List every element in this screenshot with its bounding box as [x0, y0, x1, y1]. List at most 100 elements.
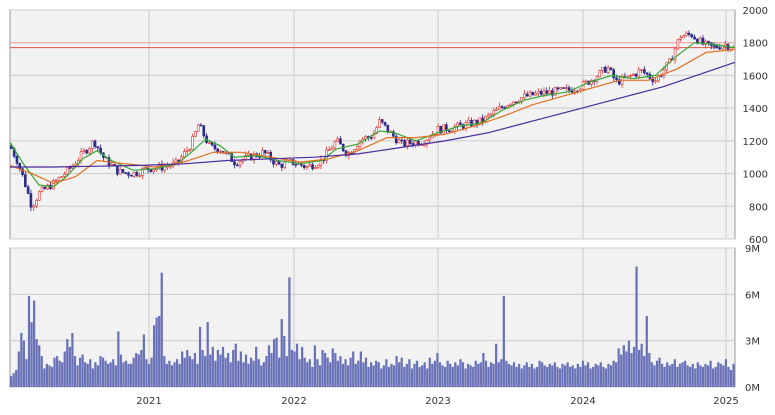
candle-body [447, 130, 451, 132]
volume-bar [38, 345, 41, 387]
volume-bar [668, 365, 671, 387]
candle-body [216, 148, 220, 153]
candle-body [601, 66, 604, 71]
volume-bar [694, 368, 697, 387]
volume-bar [433, 360, 437, 387]
volume-bar [520, 368, 523, 387]
volume-bar [216, 349, 220, 387]
volume-bar [581, 360, 585, 387]
volume-bar [260, 365, 263, 387]
volume-bar [472, 366, 475, 387]
volume-bar [410, 368, 414, 387]
candle-body [46, 184, 49, 190]
volume-bar [132, 357, 135, 387]
candle-body [712, 45, 716, 47]
candle-body [548, 90, 551, 94]
volume-bar [612, 360, 615, 387]
volume-bar [10, 376, 13, 387]
candle-body [291, 159, 295, 165]
volume-bar [377, 362, 380, 387]
volume-bar [722, 365, 725, 387]
volume-bar [403, 366, 406, 387]
volume-bar [558, 368, 562, 387]
volume-bar [196, 363, 199, 387]
candle-body [26, 186, 30, 194]
volume-bar [32, 300, 36, 387]
volume-bar [390, 363, 393, 387]
volume-bar [155, 317, 158, 387]
volume-bar [35, 339, 38, 387]
candle-body [534, 92, 537, 96]
volume-bar [214, 360, 217, 387]
price-y-tick-label: 1600 [743, 71, 768, 82]
volume-bar [301, 346, 304, 387]
volume-bar [359, 351, 362, 387]
candle-body [65, 167, 69, 175]
volume-bar [398, 362, 401, 387]
candle-body [584, 80, 588, 83]
volume-bar [372, 365, 375, 387]
volume-bar [242, 362, 245, 387]
candle-body [40, 186, 44, 192]
volume-bar [339, 356, 342, 387]
candle-body [523, 93, 526, 98]
volume-bar [221, 346, 225, 387]
candle-body [316, 165, 320, 168]
candle-body [308, 164, 312, 167]
candle-body [269, 152, 273, 161]
candle-body [662, 69, 666, 77]
volume-bar [30, 322, 33, 387]
x-tick-label: 2022 [281, 396, 306, 407]
volume-bar [107, 363, 110, 387]
volume-bar [288, 277, 291, 387]
candle-body [551, 90, 554, 96]
volume-bar [676, 366, 679, 387]
candle-body [29, 193, 33, 208]
volume-bar [244, 354, 248, 387]
volume-bar [188, 356, 191, 387]
volume-bar [441, 365, 444, 387]
volume-bar [183, 357, 186, 387]
volume-bar [321, 349, 324, 387]
candle-body [609, 67, 613, 71]
volume-bar [367, 366, 370, 387]
volume-bar [699, 365, 702, 387]
volume-bar [543, 365, 546, 387]
volume-bar [306, 362, 309, 387]
volume-bar [122, 362, 125, 387]
volume-y-tick-label: 6M [745, 290, 760, 301]
volume-bar [428, 357, 431, 387]
candle-body [21, 168, 24, 176]
volume-bar [22, 340, 26, 387]
volume-bar [706, 365, 710, 387]
volume-bar [653, 365, 656, 387]
price-reference-lines [10, 42, 735, 49]
candle-body [90, 140, 94, 149]
candle-body [679, 37, 682, 40]
volume-y-tick-label: 3M [745, 337, 760, 348]
volume-bar [262, 362, 265, 387]
candle-body [196, 124, 200, 132]
candle-body [339, 138, 342, 145]
volume-bar [255, 346, 258, 387]
volume-bars [10, 266, 735, 387]
candle-body [336, 138, 339, 142]
candle-body [542, 90, 546, 95]
candle-body [327, 149, 331, 152]
volume-bar [117, 331, 120, 387]
candle-body [191, 136, 194, 150]
candle-body [174, 159, 178, 163]
candle-body [355, 146, 359, 150]
candle-body [428, 137, 431, 141]
volume-bar [563, 365, 567, 387]
volume-bar [124, 360, 128, 387]
volume-bar [323, 353, 327, 387]
candle-body [707, 40, 710, 43]
volume-bar [12, 373, 15, 387]
candle-body [194, 131, 197, 137]
candle-body [60, 176, 63, 178]
volume-bar [602, 366, 605, 387]
candle-body [392, 131, 395, 137]
candle-body [54, 179, 58, 182]
volume-bar [270, 353, 273, 387]
